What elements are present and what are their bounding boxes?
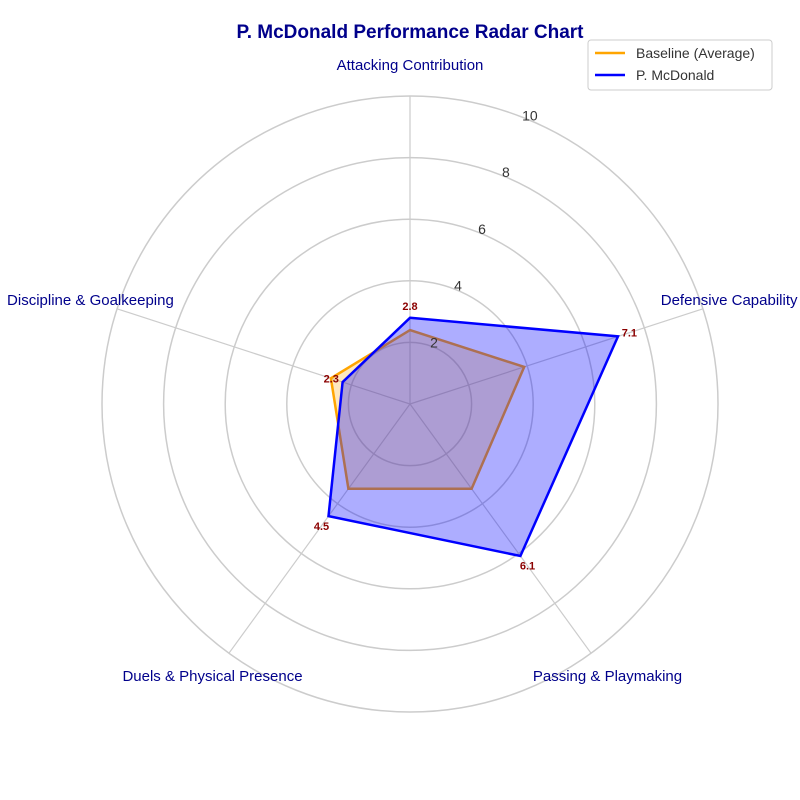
radar-series — [327, 316, 620, 558]
data-label: 7.1 — [622, 328, 637, 340]
series-area-0 — [330, 330, 525, 489]
radar-grid — [101, 95, 719, 713]
grid-spoke — [116, 308, 411, 405]
data-label: 6.1 — [520, 561, 535, 573]
radial-tick-label: 10 — [522, 107, 538, 123]
radial-tick-label: 4 — [454, 278, 462, 294]
category-label: Duels & Physical Presence — [122, 668, 302, 685]
chart-title: P. McDonald Performance Radar Chart — [236, 22, 584, 43]
category-label: Defensive Capability — [661, 292, 798, 309]
series-line-1 — [327, 316, 620, 558]
data-label: 2.8 — [402, 301, 417, 313]
radial-tick-label: 6 — [478, 221, 486, 237]
grid-spoke — [409, 308, 704, 405]
data-label: 2.3 — [324, 373, 339, 385]
category-label: Passing & Playmaking — [533, 668, 682, 685]
legend-label-player: P. McDonald — [636, 67, 714, 83]
category-label: Attacking Contribution — [337, 57, 484, 74]
legend-frame — [587, 39, 773, 91]
radial-tick-label: 2 — [430, 334, 438, 350]
chart-legend: Baseline (Average) P. McDonald — [587, 39, 773, 91]
radar-labels: 2 4 6 8 10 2.8 7.1 6.1 4.5 2.3 Attacking Contribut… — [7, 57, 798, 685]
category-label: Discipline & Goalkeeping — [7, 292, 174, 309]
grid-spoke — [228, 403, 411, 654]
data-label: 4.5 — [314, 521, 329, 533]
legend-label-baseline: Baseline (Average) — [636, 45, 755, 61]
grid-spoke — [409, 403, 592, 654]
radial-tick-label: 8 — [502, 164, 510, 180]
series-line-0 — [329, 328, 526, 490]
